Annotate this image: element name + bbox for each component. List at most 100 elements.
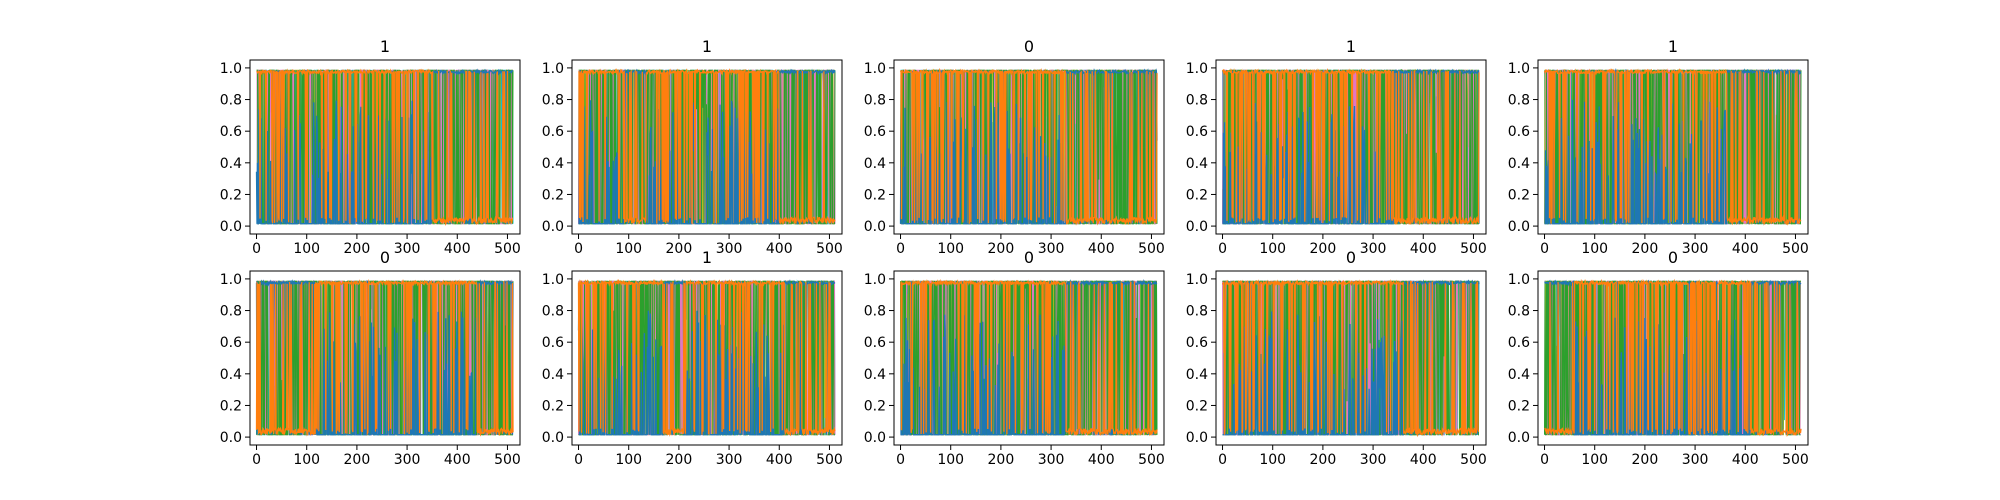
- y-tick-label: 0.0: [542, 430, 564, 446]
- x-tick-label: 0: [1540, 241, 1549, 257]
- x-tick-label: 100: [615, 241, 642, 257]
- y-tick-label: 0.4: [542, 367, 564, 383]
- subplot-title: 1: [702, 37, 712, 56]
- x-tick-label: 0: [1218, 241, 1227, 257]
- x-tick-label: 200: [344, 452, 371, 468]
- x-tick-label: 300: [1038, 452, 1065, 468]
- x-tick-label: 500: [1782, 452, 1809, 468]
- x-tick-label: 400: [766, 452, 793, 468]
- y-tick-label: 0.6: [542, 124, 564, 140]
- subplot: 0 100 200 300 400 500 0.0 0.2 0.4 0.6 0.8 1.0 0: [864, 37, 1165, 257]
- subplot: 0 100 200 300 400 500 0.0 0.2 0.4 0.6 0.8 1.0 1: [1186, 37, 1487, 257]
- y-tick-label: 0.4: [1186, 367, 1208, 383]
- axes-frame: [1215, 59, 1487, 235]
- x-tick-label: 500: [1782, 241, 1809, 257]
- y-tick-label: 0.8: [1508, 304, 1530, 320]
- x-tick-label: 200: [1310, 452, 1337, 468]
- plot-area: [255, 278, 514, 437]
- x-tick-label: 200: [666, 452, 693, 468]
- x-tick-label: 300: [1360, 452, 1387, 468]
- series-line-orange: [1544, 278, 1802, 437]
- subplot: 0 100 200 300 400 500 0.0 0.2 0.4 0.6 0.8 1.0 1: [542, 37, 843, 257]
- x-tick-label: 500: [1138, 241, 1165, 257]
- series-line-blue: [578, 68, 836, 225]
- x-tick-label: 300: [716, 241, 743, 257]
- series-line-orange: [255, 278, 514, 437]
- y-tick-label: 0.0: [220, 219, 242, 235]
- series-line-blue: [900, 279, 1158, 436]
- x-tick-label: 300: [1682, 241, 1709, 257]
- series-line-blue: [255, 279, 514, 436]
- y-tick-label: 0.0: [1508, 219, 1530, 235]
- subplot-title: 1: [1668, 37, 1678, 56]
- y-tick-label: 1.0: [1508, 272, 1530, 288]
- x-tick-label: 300: [1682, 452, 1709, 468]
- plot-area: [1543, 67, 1802, 226]
- subplot: 0 100 200 300 400 500 0.0 0.2 0.4 0.6 0.8 1.0 0: [1186, 248, 1487, 468]
- y-tick-label: 1.0: [864, 272, 886, 288]
- y-tick-label: 1.0: [220, 272, 242, 288]
- y-tick-label: 0.0: [220, 430, 242, 446]
- x-tick-label: 200: [666, 241, 693, 257]
- y-tick-label: 1.0: [1186, 61, 1208, 77]
- x-tick-label: 0: [252, 452, 261, 468]
- y-tick-label: 0.4: [220, 367, 242, 383]
- series-line-green: [578, 280, 835, 436]
- x-tick-label: 100: [293, 452, 320, 468]
- x-tick-label: 400: [1410, 452, 1437, 468]
- plot-area: [577, 278, 836, 437]
- y-tick-label: 0.4: [220, 156, 242, 172]
- x-tick-label: 500: [1460, 452, 1487, 468]
- x-tick-label: 400: [1732, 452, 1759, 468]
- y-tick-label: 1.0: [1508, 61, 1530, 77]
- x-tick-label: 500: [816, 452, 843, 468]
- x-tick-label: 400: [444, 241, 471, 257]
- y-tick-label: 0.2: [220, 187, 242, 203]
- y-tick-label: 0.4: [1186, 156, 1208, 172]
- y-tick-label: 0.4: [542, 156, 564, 172]
- y-tick-label: 0.6: [1508, 124, 1530, 140]
- y-tick-label: 0.4: [1508, 367, 1530, 383]
- series-line-green: [1222, 68, 1479, 225]
- x-tick-label: 0: [896, 452, 905, 468]
- x-tick-label: 100: [1581, 452, 1608, 468]
- subplot-title: 0: [1024, 37, 1034, 56]
- y-tick-label: 0.6: [220, 335, 242, 351]
- axes-frame: [571, 270, 843, 446]
- y-tick-label: 0.4: [864, 156, 886, 172]
- y-tick-label: 0.6: [1186, 124, 1208, 140]
- y-tick-label: 1.0: [220, 61, 242, 77]
- x-tick-label: 100: [937, 452, 964, 468]
- series-line-orange: [577, 278, 836, 437]
- axes-frame: [249, 270, 521, 446]
- y-tick-label: 1.0: [542, 272, 564, 288]
- y-tick-label: 0.8: [864, 93, 886, 109]
- y-tick-label: 0.6: [1508, 335, 1530, 351]
- y-tick-label: 0.8: [220, 304, 242, 320]
- subplot: 0 100 200 300 400 500 0.0 0.2 0.4 0.6 0.8 1.0 0: [1508, 248, 1809, 468]
- y-tick-label: 0.2: [220, 398, 242, 414]
- y-tick-label: 0.0: [1508, 430, 1530, 446]
- plot-area: [1221, 279, 1480, 438]
- y-tick-label: 0.2: [864, 398, 886, 414]
- series-line-green: [256, 280, 514, 436]
- y-tick-label: 0.8: [542, 93, 564, 109]
- series-line-orange: [1221, 68, 1480, 226]
- subplot-title: 0: [1024, 248, 1034, 267]
- subplot-title: 1: [1346, 37, 1356, 56]
- axes-frame: [893, 59, 1165, 235]
- x-tick-label: 300: [394, 452, 421, 468]
- x-tick-label: 0: [252, 241, 261, 257]
- x-tick-label: 100: [1259, 452, 1286, 468]
- x-tick-label: 300: [1360, 241, 1387, 257]
- x-tick-label: 200: [988, 452, 1015, 468]
- x-tick-label: 0: [1218, 452, 1227, 468]
- x-tick-label: 500: [816, 241, 843, 257]
- x-tick-label: 300: [716, 452, 743, 468]
- axes-frame: [1537, 270, 1809, 446]
- series-line-blue: [1544, 67, 1802, 225]
- y-tick-label: 0.0: [864, 430, 886, 446]
- y-tick-label: 0.8: [1508, 93, 1530, 109]
- subplot: 0 100 200 300 400 500 0.0 0.2 0.4 0.6 0.8 1.0 0: [220, 248, 521, 468]
